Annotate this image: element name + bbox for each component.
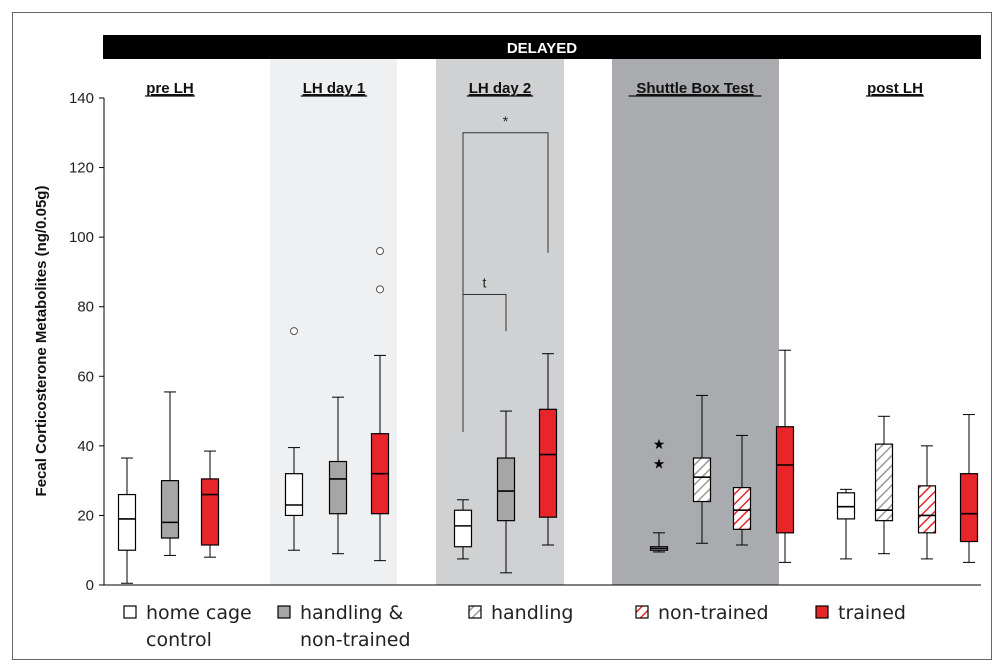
outlier-point — [376, 285, 384, 294]
chart-title: DELAYED — [507, 40, 577, 57]
title-banner — [103, 35, 981, 59]
box-body — [917, 485, 937, 534]
significance-label: * — [503, 113, 509, 129]
legend-swatch-nontrained — [635, 605, 649, 619]
box-body — [538, 408, 558, 518]
outlier-point — [376, 247, 384, 256]
legend-label-nontrained: non-trained — [658, 602, 769, 624]
phase-label: post LH — [867, 80, 923, 97]
significance-label: t — [483, 275, 487, 291]
legend-swatch-home — [123, 605, 137, 619]
box-body — [836, 492, 856, 520]
box-home: ★★ — [649, 437, 669, 553]
box-trained — [370, 247, 390, 562]
box-trained — [200, 450, 220, 558]
box-body — [775, 426, 795, 534]
box-body — [117, 493, 137, 551]
y-tick-label: 0 — [86, 577, 94, 594]
significance-brackets: *t — [462, 113, 549, 432]
box-trained — [959, 414, 979, 563]
y-tick-label: 60 — [77, 368, 94, 385]
box-home — [117, 457, 137, 584]
box-handling — [692, 394, 712, 544]
box-body — [284, 473, 304, 517]
box-body — [453, 509, 473, 548]
box-body — [959, 473, 979, 543]
box-body — [692, 457, 712, 503]
significance-bracket — [462, 294, 507, 432]
extreme-star: ★ — [653, 456, 666, 472]
legend-label-handnt: handling & — [300, 602, 403, 624]
legend-label-home: control — [146, 629, 212, 651]
box-body — [874, 443, 894, 522]
phase-label: pre LH — [146, 80, 194, 97]
phase-labels: pre LH LH day 1 LH day 2 Shuttle Box Test po… — [145, 80, 925, 97]
significance-bracket — [462, 132, 549, 432]
box-home — [453, 499, 473, 560]
box-nontrained — [732, 434, 752, 546]
phase-panel-bg — [612, 59, 779, 585]
legend-label-handling: handling — [491, 602, 573, 624]
phase-label: LH day 2 — [469, 80, 532, 97]
box-body — [496, 457, 516, 522]
box-series: ★★ — [117, 247, 979, 584]
legend: home cage control handling & non-trained han… — [123, 602, 906, 651]
y-tick-label: 20 — [77, 507, 94, 524]
box-body — [732, 487, 752, 530]
y-axis-label: Fecal Corticosterone Metabolites (ng/0.0… — [33, 186, 50, 497]
box-handnt — [160, 391, 180, 556]
phase-label: LH day 1 — [303, 80, 366, 97]
y-tick-label: 100 — [69, 229, 94, 246]
y-tick-label: 140 — [69, 90, 94, 107]
figure-frame — [12, 12, 992, 660]
legend-swatch-trained — [815, 605, 829, 619]
y-axis: 0 20 40 60 80 100 120 140 — [69, 90, 981, 594]
extreme-star: ★ — [653, 437, 666, 453]
box-trained — [775, 349, 795, 563]
legend-label-home: home cage — [146, 602, 252, 624]
legend-label-handnt: non-trained — [300, 629, 411, 651]
box-body — [200, 478, 220, 546]
box-handnt — [496, 410, 516, 574]
y-tick-label: 40 — [77, 438, 94, 455]
box-body — [160, 480, 180, 539]
box-home — [284, 327, 304, 551]
box-handling — [874, 415, 894, 555]
legend-swatch-handnt — [277, 605, 291, 619]
box-body — [328, 460, 348, 515]
box-nontrained — [917, 445, 937, 560]
legend-swatch-handling — [468, 605, 482, 619]
legend-label-trained: trained — [838, 602, 906, 624]
y-tick-label: 120 — [69, 160, 94, 177]
box-handnt — [328, 396, 348, 555]
phase-label: Shuttle Box Test — [636, 80, 753, 97]
box-trained — [538, 353, 558, 546]
y-tick-label: 80 — [77, 299, 94, 316]
outlier-point — [290, 327, 298, 336]
box-home — [836, 488, 856, 560]
